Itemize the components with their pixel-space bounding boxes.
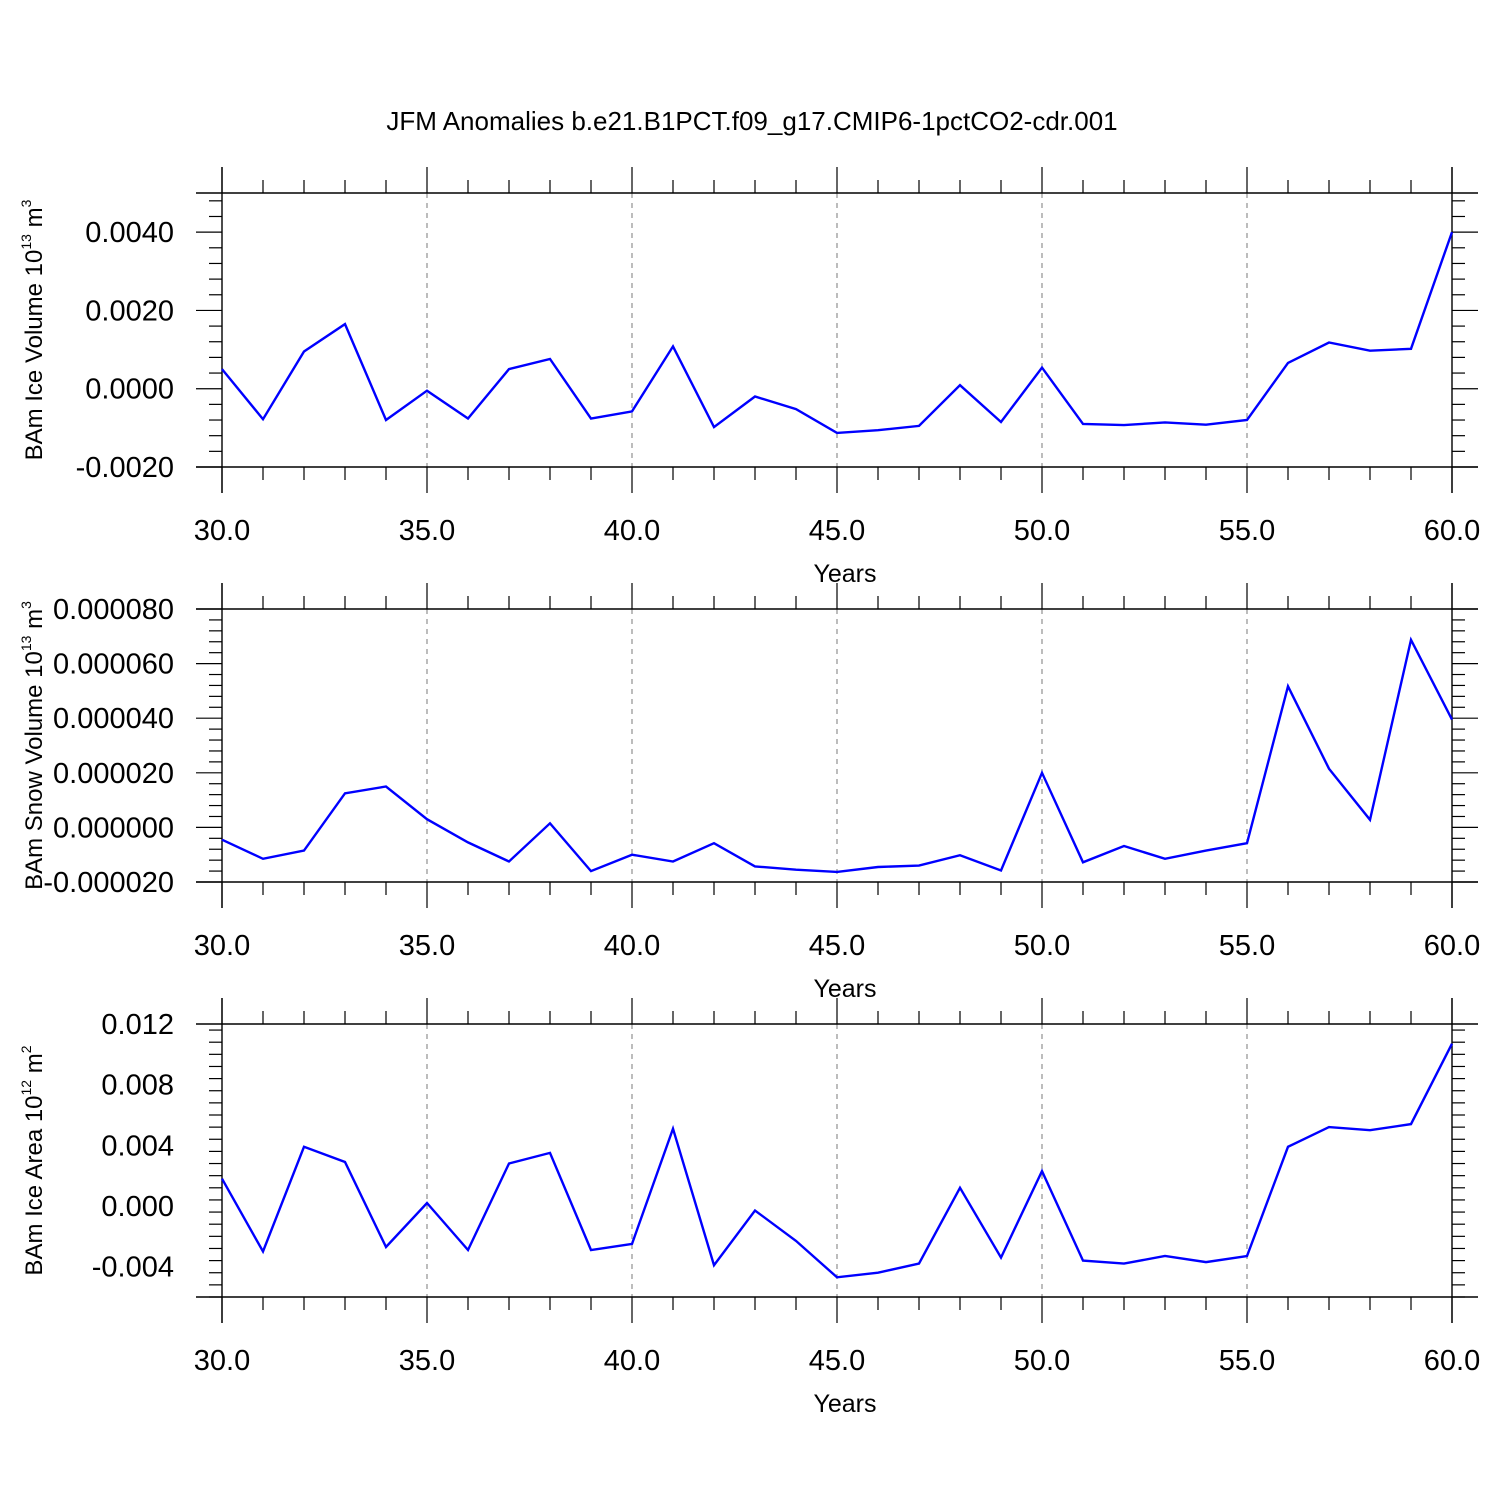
y-tick-label: -0.0020 — [76, 452, 174, 484]
panels: 30.0 35.0 40.0 45.0 50.0 55.0 60.0 -0.0020 0.000… — [18, 167, 1480, 1418]
y-axis-label-text: BAm Ice Area 10 — [21, 1095, 48, 1275]
x-axis-label: Years — [813, 975, 876, 1003]
y-tick-label: 0.000000 — [53, 812, 174, 844]
y-axis-label-exponent: 12 — [18, 1080, 34, 1096]
y-axis-label-text: BAm Ice Volume 10 — [21, 250, 48, 461]
y-axis-label-unit-exponent: 3 — [18, 199, 34, 207]
x-tick-label: 60.0 — [1424, 1345, 1480, 1377]
x-tick-label: 35.0 — [399, 1345, 455, 1377]
x-tick-label: 60.0 — [1424, 930, 1480, 962]
x-tick-label: 55.0 — [1219, 515, 1275, 547]
y-tick-label: -0.004 — [92, 1252, 174, 1284]
x-axis-label: Years — [813, 560, 876, 588]
y-axis-label-exponent: 13 — [18, 635, 34, 651]
x-tick-label: 40.0 — [604, 515, 660, 547]
series-line-1 — [221, 636, 1454, 874]
y-tick-label: 0.000060 — [53, 649, 174, 681]
x-axis-label: Years — [813, 1390, 876, 1418]
x-tick-label: 60.0 — [1424, 515, 1480, 547]
x-tick-label: 35.0 — [399, 930, 455, 962]
y-axis-label: BAm Snow Volume 1013 m3 — [18, 601, 48, 890]
x-tick-label: 30.0 — [194, 1345, 250, 1377]
y-tick-label: 0.000020 — [53, 758, 174, 790]
x-tick-label: 50.0 — [1014, 515, 1070, 547]
x-tick-label: 55.0 — [1219, 930, 1275, 962]
x-tick-label: 45.0 — [809, 930, 865, 962]
y-tick-label: 0.0020 — [85, 295, 174, 327]
y-tick-label: 0.008 — [101, 1070, 174, 1102]
x-tick-label: 45.0 — [809, 1345, 865, 1377]
x-tick-label: 45.0 — [809, 515, 865, 547]
y-tick-label: 0.000040 — [53, 703, 174, 735]
y-tick-label: 0.004 — [101, 1130, 174, 1162]
y-tick-label: 0.0000 — [85, 374, 174, 406]
y-tick-label: 0.000 — [101, 1191, 174, 1223]
x-tick-label: 50.0 — [1014, 930, 1070, 962]
x-tick-label: 35.0 — [399, 515, 455, 547]
y-axis-label-unit-exponent: 2 — [18, 1045, 34, 1053]
y-axis-label-unit: m — [21, 207, 48, 234]
x-tick-label: 50.0 — [1014, 1345, 1070, 1377]
x-tick-label: 30.0 — [194, 515, 250, 547]
y-tick-label: 0.000080 — [53, 594, 174, 626]
x-tick-label: 55.0 — [1219, 1345, 1275, 1377]
y-axis-label-unit-exponent: 3 — [18, 601, 34, 609]
x-tick-label: 30.0 — [194, 930, 250, 962]
series-line-1 — [221, 231, 1454, 435]
y-axis-label: BAm Ice Area 1012 m2 — [18, 1045, 48, 1275]
chart-panel-3: 30.0 35.0 40.0 45.0 50.0 55.0 60.0 -0.004 0.000 0… — [18, 998, 1480, 1418]
y-axis-label: BAm Ice Volume 1013 m3 — [18, 199, 48, 460]
y-axis-label-text: BAm Snow Volume 10 — [21, 651, 48, 890]
chart-panel-1: 30.0 35.0 40.0 45.0 50.0 55.0 60.0 -0.0020 0.000… — [18, 167, 1480, 588]
x-tick-label: 40.0 — [604, 1345, 660, 1377]
y-tick-label: 0.0040 — [85, 217, 174, 249]
series-line-1 — [220, 1043, 1454, 1279]
y-tick-label: 0.012 — [101, 1009, 174, 1041]
y-tick-label: -0.000020 — [43, 867, 174, 899]
chart-panel-2: 30.0 35.0 40.0 45.0 50.0 55.0 60.0 -0.000020 0.0… — [18, 583, 1480, 1003]
y-axis-label-exponent: 13 — [18, 234, 34, 250]
x-tick-label: 40.0 — [604, 930, 660, 962]
y-axis-label-unit: m — [21, 1053, 48, 1080]
y-axis-label-unit: m — [21, 609, 48, 636]
chart-title: JFM Anomalies b.e21.B1PCT.f09_g17.CMIP6-… — [386, 106, 1117, 136]
